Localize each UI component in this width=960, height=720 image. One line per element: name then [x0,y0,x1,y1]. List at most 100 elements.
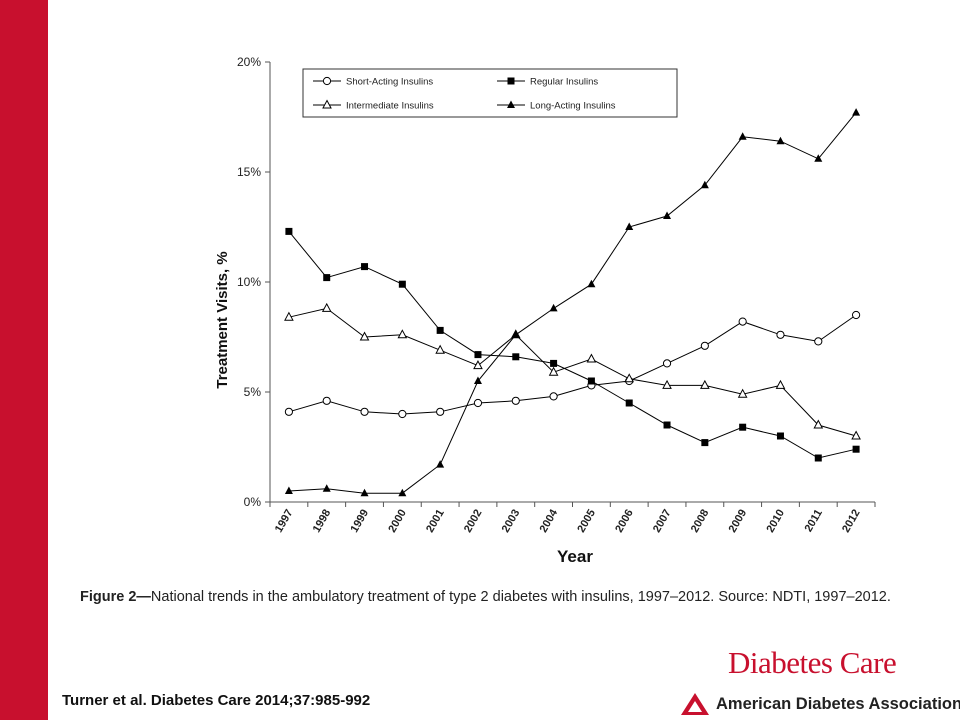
publisher-logo: American Diabetes Association. [680,690,960,718]
x-axis-label: Year [557,547,593,566]
data-point [549,303,558,312]
data-point [662,379,672,389]
data-point [284,486,293,494]
x-tick-label: 2007 [651,508,674,535]
series-short-acting-insulins [284,310,861,419]
data-point [435,344,445,354]
data-point [474,351,482,359]
caption-lead: Figure 2— [80,589,151,605]
data-point [398,409,407,419]
ada-triangle-icon [681,693,709,715]
data-point [284,407,294,416]
data-point [512,353,520,361]
data-point [776,136,785,145]
y-axis-label: Treatment Visits, % [214,251,231,388]
x-tick-label: 2005 [575,508,598,535]
publisher-name: American Diabetes Association. [716,694,960,713]
data-point [814,337,823,346]
data-point [322,484,331,492]
citation: Turner et al. Diabetes Care 2014;37:985-… [62,692,371,709]
series-line [288,231,857,459]
data-point [284,311,294,321]
data-point [700,180,709,189]
data-point [814,454,822,462]
y-tick-label: 15% [237,165,261,179]
data-point [549,392,558,401]
data-point [323,274,331,282]
data-point [473,376,482,384]
series-line [288,307,857,437]
x-tick-label: 2010 [764,508,787,535]
data-point [285,227,293,235]
legend-marker [507,100,515,108]
legend-label: Long-Acting Insulins [530,101,616,112]
data-point [359,331,370,341]
data-point [322,396,331,405]
series-line [288,314,857,415]
data-point [321,302,332,312]
legend-marker [322,76,332,86]
y-axis-ticks: 0% 5% 10% 15% 20% [237,55,270,509]
data-point [851,430,861,440]
y-tick-label: 20% [237,55,261,69]
data-point [361,263,369,271]
data-point [625,399,633,407]
data-point [813,419,824,429]
data-point [663,211,672,219]
series-regular-insulins [285,227,860,462]
data-point [814,154,823,162]
data-point [738,132,747,140]
x-axis-ticks: 1997 1998 1999 2000 2001 2002 2003 2004 2005 2006… [269,502,876,535]
data-point [776,330,785,339]
data-point [737,388,748,398]
data-point [360,488,369,497]
data-point [700,341,709,350]
line-chart: 0% 5% 10% 15% 20% 1997 1998 1999 2000 2001 2002 20… [214,55,876,566]
x-tick-label: 2002 [462,508,485,535]
chart-axes [269,62,875,503]
x-tick-label: 2006 [613,508,636,535]
data-point [548,366,559,376]
data-point [398,488,407,497]
chart-legend: Short-Acting Insulins Regular Insulins Int… [302,68,678,118]
data-point [852,445,860,453]
data-point [624,373,635,383]
data-point [436,326,444,334]
y-tick-label: 10% [237,275,261,289]
legend-box [302,68,678,118]
data-point [738,317,747,326]
left-accent-bar [0,0,48,720]
chart-series [284,108,861,497]
data-point [775,379,786,389]
legend-label: Intermediate Insulins [346,101,434,112]
data-point [700,379,710,389]
x-tick-label: 2012 [840,508,863,535]
data-point [776,432,784,440]
x-tick-label: 2008 [689,508,712,535]
data-point [701,439,709,447]
series-long-acting-insulins [284,108,861,497]
caption-text: National trends in the ambulatory treatm… [150,589,891,605]
x-tick-label: 2009 [727,508,750,535]
legend-label: Regular Insulins [530,77,598,88]
data-point [473,360,483,370]
data-point [398,280,406,288]
data-point [511,330,520,338]
legend-label: Short-Acting Insulins [346,77,433,88]
data-point [662,359,672,368]
legend-marker [322,99,332,109]
series-intermediate-insulins [284,302,861,440]
data-point [587,279,596,288]
data-point [586,353,597,363]
x-tick-label: 1999 [348,508,371,535]
y-tick-label: 0% [244,495,262,509]
data-point [739,423,747,431]
data-point [663,421,671,429]
data-point [852,108,861,116]
data-point [511,396,520,405]
data-point [436,407,445,416]
x-tick-label: 2001 [424,508,447,535]
x-tick-label: 2000 [386,508,409,535]
data-point [625,222,634,230]
series-line [288,112,857,494]
